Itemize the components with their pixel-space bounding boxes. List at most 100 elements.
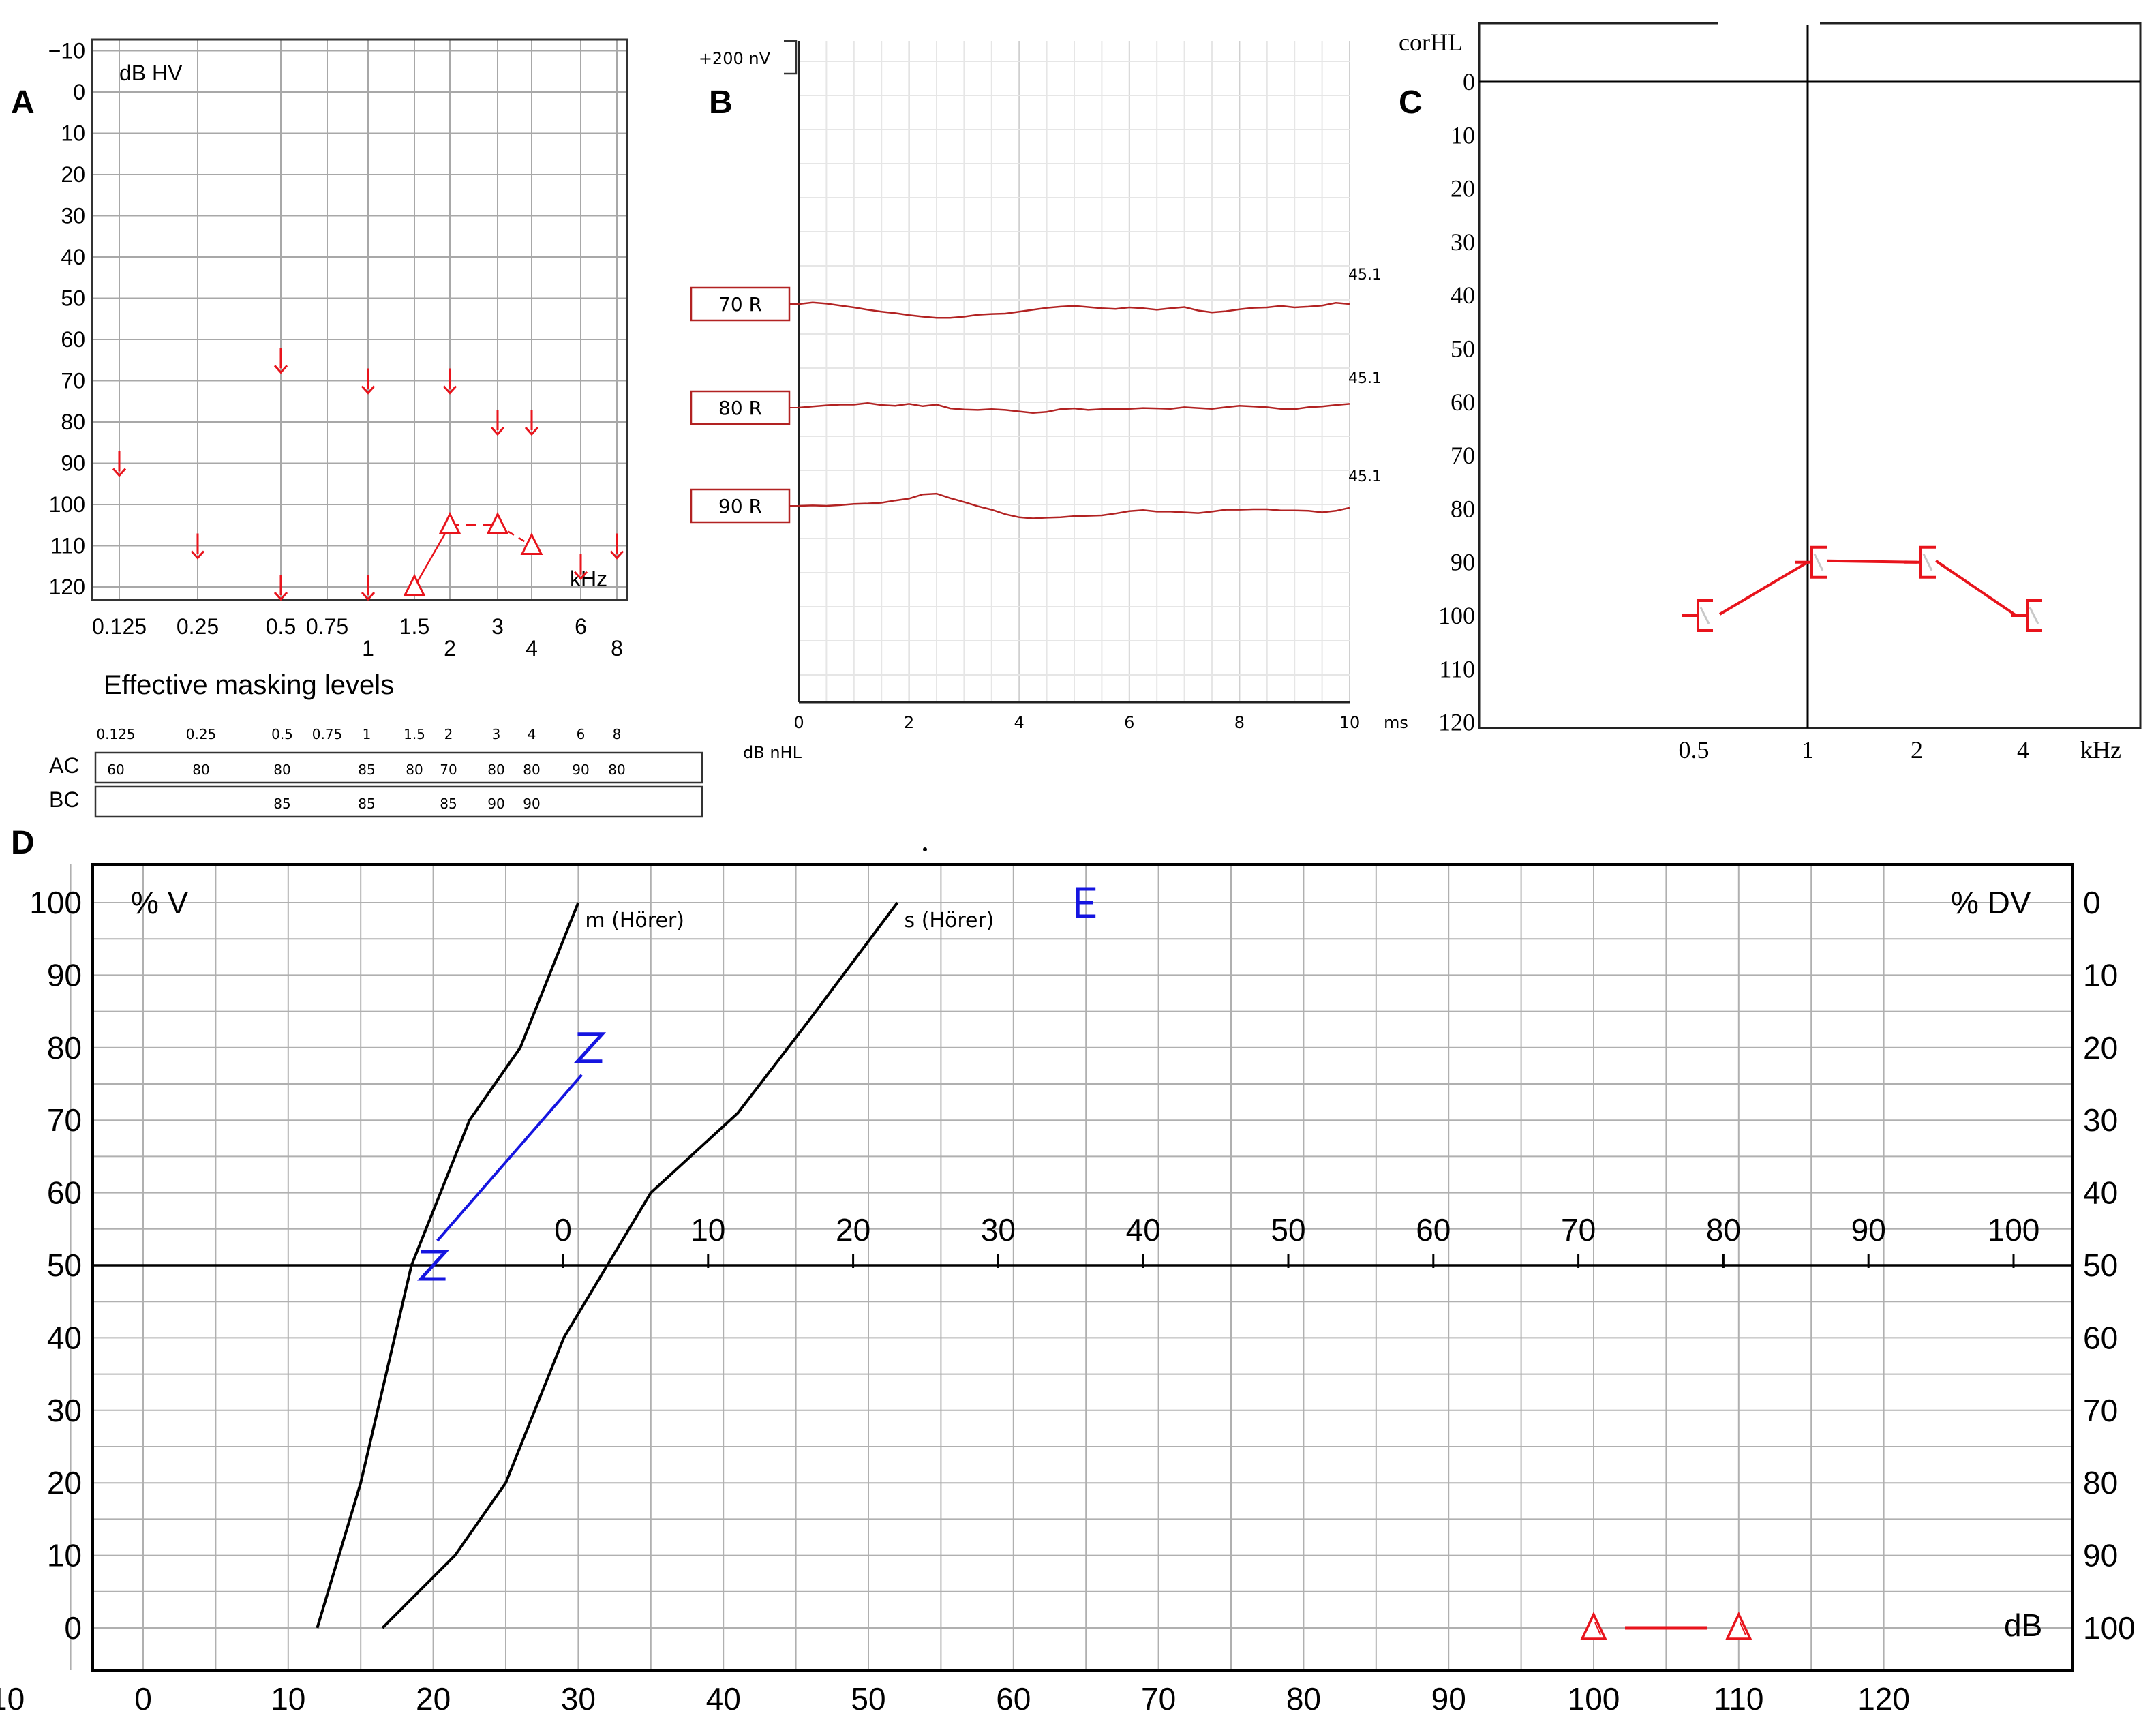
y-axis-label: dB HV — [119, 61, 183, 85]
arrow-head — [190, 550, 205, 560]
no-response-marker — [490, 410, 505, 436]
x-tick-label: 0.125 — [92, 614, 147, 639]
masking-freq: 0.25 — [186, 726, 217, 742]
inner-scale-label: 50 — [1271, 1212, 1305, 1248]
z-marker — [416, 1250, 450, 1281]
no-response-marker — [273, 348, 288, 374]
masking-row-label: AC — [49, 753, 79, 778]
y-tick-label-left: 80 — [47, 1030, 82, 1066]
right-axis-label: % DV — [1951, 885, 2031, 920]
bracket-inner-mark — [2029, 607, 2039, 624]
scale-bracket — [784, 40, 798, 75]
y-tick-label-left: 70 — [47, 1102, 82, 1138]
arrow-head — [273, 591, 288, 601]
x-tick-label: 4 — [1014, 713, 1024, 732]
y-tick-label: 60 — [61, 327, 85, 352]
masking-cell: 85 — [440, 796, 457, 812]
y-tick-label: 0 — [73, 80, 85, 104]
x-tick-label: 70 — [1141, 1681, 1176, 1717]
x-tick-label: 0 — [134, 1681, 152, 1717]
waveform-label-box — [690, 286, 791, 322]
y-tick-label-right: 80 — [2083, 1465, 2118, 1500]
masking-cell: 90 — [572, 761, 589, 778]
x-tick-label: 80 — [1286, 1681, 1321, 1717]
masking-cell: 85 — [358, 761, 375, 778]
panel-letter-a: A — [11, 85, 35, 121]
masked-bc-marker — [1795, 545, 1827, 579]
y-tick-label: 70 — [1451, 442, 1475, 469]
panel-letter-c: C — [1399, 85, 1423, 121]
waveform-label: 90 R — [718, 495, 762, 517]
y-tick-label: 10 — [61, 121, 85, 146]
x-tick-label: 2 — [904, 713, 914, 732]
reference-curve — [316, 902, 580, 1629]
masking-freq: 3 — [492, 726, 501, 742]
no-response-marker — [573, 554, 588, 580]
level-unit-label: dB nHL — [743, 743, 802, 762]
y-tick-label: 120 — [49, 575, 85, 599]
x-tick-label: 2 — [444, 636, 456, 661]
waveform-label-box — [690, 488, 791, 524]
inner-scale-label: 0 — [554, 1212, 572, 1248]
triangle-inner-mark — [1739, 1622, 1746, 1635]
masked-bc-marker — [2011, 599, 2042, 632]
waveform-line — [798, 492, 1350, 519]
waveform-end-label: 45.1 — [1348, 267, 1382, 284]
masking-cell: 80 — [608, 761, 625, 778]
y-tick-label-left: 0 — [64, 1610, 82, 1646]
x-tick-label: 6 — [1124, 713, 1134, 732]
x-tick-label: 0.5 — [266, 614, 296, 639]
y-tick-label: 90 — [61, 451, 85, 476]
e-marker — [1076, 887, 1096, 918]
masking-freq: 6 — [577, 726, 586, 742]
y-tick-label-right: 60 — [2083, 1320, 2118, 1355]
inner-scale-label: 40 — [1126, 1212, 1161, 1248]
y-tick-label-left: 30 — [47, 1393, 82, 1428]
masking-freq: 0.75 — [312, 726, 343, 742]
y-tick-label-right: 100 — [2083, 1610, 2136, 1646]
masking-cell: 80 — [273, 761, 290, 778]
triangle-marker — [486, 511, 509, 534]
curve-label: s (Hörer) — [905, 909, 995, 933]
y-tick-label: 20 — [1451, 175, 1475, 202]
arrow-head — [361, 591, 376, 601]
arrow-head — [442, 385, 457, 395]
connector-line — [1718, 560, 1809, 616]
y-tick-label-left: 50 — [47, 1248, 82, 1283]
bracket-inner-mark — [1922, 554, 1933, 571]
masking-row-label: BC — [49, 787, 79, 812]
bracket-inner-mark — [1813, 554, 1824, 571]
triangle-marker — [1725, 1611, 1752, 1640]
panel-c: C 0 10 20 30 40 50 60 70 80 90 100 110 120 corHL 0.5 1 2… — [1399, 21, 2142, 764]
grid-a — [92, 40, 627, 600]
x-tick-label: 110 — [1714, 1681, 1763, 1717]
no-response-marker — [361, 368, 376, 395]
panel-letter-d: D — [11, 825, 35, 861]
y-tick-label: 10 — [1451, 121, 1475, 149]
inner-scale-label: 80 — [1706, 1212, 1741, 1248]
masking-cell: 90 — [523, 796, 540, 812]
x-tick-label: −10 — [0, 1681, 25, 1717]
masked-bc-marker — [1904, 545, 1936, 579]
masking-freq: 8 — [613, 726, 622, 742]
x-axis-label: dB — [2004, 1607, 2042, 1643]
x-tick-label: 0.5 — [1679, 736, 1710, 764]
y-tick-label-right: 30 — [2083, 1102, 2118, 1138]
masking-cell: 80 — [192, 761, 209, 778]
waveform-label: 80 R — [718, 397, 762, 419]
waveform-label: 70 R — [718, 293, 762, 316]
y-tick-label: 30 — [1451, 228, 1475, 256]
arrow-head — [490, 426, 505, 436]
masking-row-box — [94, 785, 703, 818]
waveform-line — [798, 301, 1350, 319]
panel-d: D 10090807060504030201000102030405060708… — [0, 825, 2136, 1717]
arrow-head — [112, 468, 127, 477]
plot-frame-c — [1478, 22, 2142, 729]
waveform-end-label: 45.1 — [1348, 468, 1382, 485]
masked-bc-marker — [1682, 599, 1713, 632]
x-axis-label: kHz — [2080, 736, 2121, 764]
y-tick-label-left: 20 — [47, 1465, 82, 1500]
no-response-marker — [112, 451, 127, 477]
y-tick-label-left: 60 — [47, 1175, 82, 1211]
panel-letter-b: B — [709, 85, 733, 121]
